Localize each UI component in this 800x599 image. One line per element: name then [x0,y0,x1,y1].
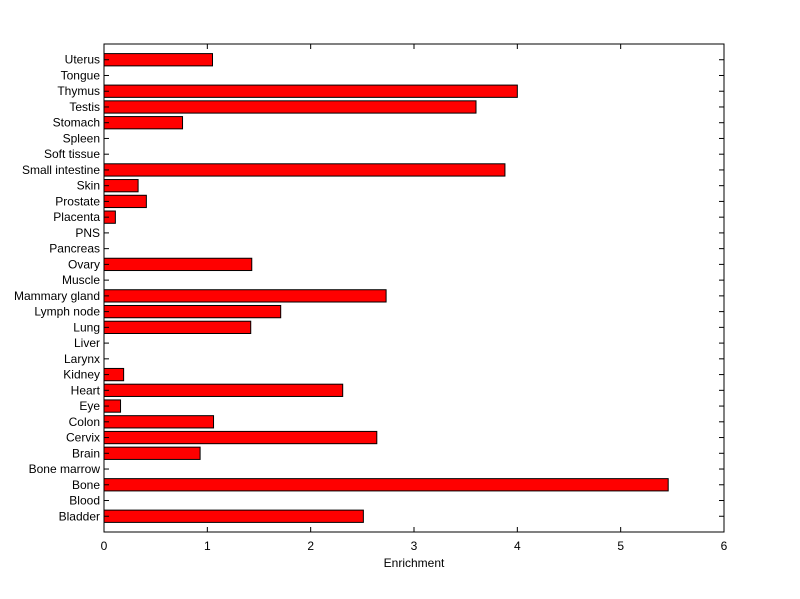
y-tick-label: Larynx [64,352,100,366]
bar-lymph-node [103,304,282,319]
bar-skin [103,179,139,193]
y-tick-label: Mammary gland [14,289,100,303]
y-tick-label: Brain [72,446,100,460]
y-tick-label: Pancreas [49,242,100,256]
y-tick-label: Bladder [59,509,100,523]
bar-cervix [103,430,378,445]
y-tick-label: PNS [75,226,100,240]
y-tick-label: Blood [69,494,100,508]
x-tick-label: 4 [514,539,521,553]
x-tick-label: 2 [307,539,314,553]
y-tick-label: Soft tissue [44,147,100,161]
y-tick-label: Heart [71,383,101,397]
y-tick-label: Liver [74,336,100,350]
bar-small-intestine [103,163,506,177]
bars-layer [103,53,669,523]
x-tick-label: 0 [101,539,108,553]
bar-bone [103,478,669,492]
y-tick-label: Skin [77,179,100,193]
bar-ovary [103,257,253,272]
x-tick-label: 3 [411,539,418,553]
y-tick-label: Spleen [63,131,100,145]
bar-testis [103,100,477,114]
y-tick-label: Colon [69,415,100,429]
bar-bladder [103,509,364,523]
bar-brain [103,446,201,460]
y-tick-label: Stomach [53,116,100,130]
y-tick-label: Prostate [55,194,100,208]
y-tick-label: Ovary [68,257,100,271]
bar-prostate [103,194,147,209]
x-tick-label: 1 [204,539,211,553]
bar-lung [103,320,252,334]
y-tick-label: Lung [73,320,100,334]
y-tick-label: Tongue [61,68,101,82]
y-tick-label: Bone marrow [29,462,101,476]
bar-uterus [103,53,213,67]
ticks-layer [103,44,725,532]
y-tick-label: Small intestine [22,163,100,177]
y-tick-label: Cervix [66,431,100,445]
y-tick-label: Testis [69,100,100,114]
y-tick-label: Muscle [62,273,100,287]
bar-mammary-gland [103,289,387,303]
y-tick-label: Bone [72,478,100,492]
y-tick-label: Lymph node [34,305,100,319]
bar-colon [103,415,215,429]
bar-thymus [103,84,518,98]
x-tick-label: 5 [617,539,624,553]
y-tick-label: Thymus [57,84,100,98]
bar-stomach [103,116,184,130]
y-tick-label: Eye [79,399,100,413]
y-tick-label: Placenta [53,210,100,224]
y-tick-label: Uterus [65,53,100,67]
bar-heart [103,383,344,397]
x-tick-label: 6 [721,539,728,553]
y-tick-label: Kidney [63,368,100,382]
x-axis-label: Enrichment [384,556,445,570]
